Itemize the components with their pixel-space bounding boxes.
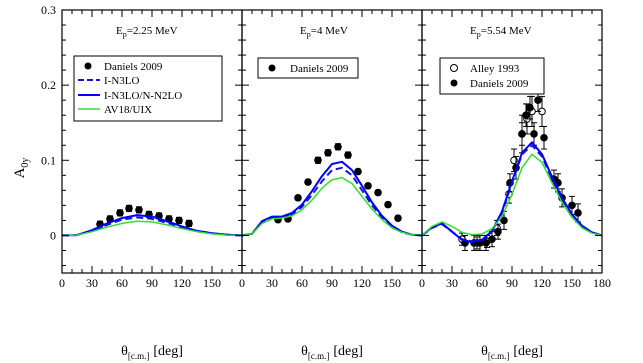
x-tick-label: 30 [266, 276, 278, 290]
data-point-daniels-2009 [344, 151, 352, 159]
data-point-daniels-2009 [530, 130, 538, 138]
y-tick-label: 0.1 [41, 153, 56, 167]
y-tick-label: 0.2 [41, 78, 56, 92]
x-tick-label: 0 [59, 276, 65, 290]
data-point-daniels-2009 [494, 227, 502, 236]
legend-marker-daniels [268, 64, 276, 72]
data-point-daniels-2009 [334, 142, 342, 151]
panel-title: Ep=2.25 MeV [116, 25, 178, 39]
x-tick-label: 150 [203, 276, 221, 290]
x-tick-label: 30 [86, 276, 98, 290]
legend-label-alley: Alley 1993 [470, 63, 520, 75]
x-axis-label-3: θ[c.m.] [deg] [481, 344, 543, 361]
data-point-daniels-2009 [364, 182, 372, 190]
data-point-daniels-2009 [500, 216, 508, 225]
panel-title: Ep=5.54 MeV [470, 25, 532, 39]
x-tick-label: 90 [146, 276, 158, 290]
data-point-daniels-2009 [185, 219, 193, 228]
legend-label-i-n3lo-n-n2lo: I-N3LO/N-N2LO [104, 90, 182, 102]
series-line-i-n3lo [242, 166, 422, 237]
series-line-av18-uix [62, 220, 242, 237]
series-line-av18-uix [242, 176, 422, 237]
series-line-i-n3lo-n-n2lo [242, 160, 422, 237]
legend: Alley 1993 Daniels 2009 [439, 57, 545, 95]
data-point-daniels-2009 [175, 216, 183, 225]
legend-marker-daniels [84, 62, 92, 70]
x-tick-label: 180 [593, 276, 611, 290]
y-axis-label: A0y [12, 158, 31, 179]
data-point-daniels-2009 [540, 133, 548, 142]
data-point-daniels-2009 [574, 209, 582, 217]
x-tick-label: 60 [296, 276, 308, 290]
data-point-daniels-2009 [518, 130, 526, 138]
data-point-daniels-2009 [116, 209, 124, 217]
legend-box [439, 57, 545, 95]
y-tick-label: 0 [50, 228, 56, 242]
x-tick-label: 60 [116, 276, 128, 290]
data-point-daniels-2009 [135, 206, 143, 214]
x-axis-label-1: θ[c.m.] [deg] [121, 344, 183, 361]
legend: Daniels 2009 I-N3LO I-N3LO/N-N2LO AV18/U… [73, 55, 223, 122]
data-point-daniels-2009 [374, 188, 382, 197]
y-axis-label-sub: 0y [20, 158, 31, 168]
x-tick-label: 0 [239, 276, 245, 290]
x-tick-label: 120 [533, 276, 551, 290]
data-point-daniels-2009 [324, 148, 332, 157]
x-tick-label: 60 [476, 276, 488, 290]
data-point-daniels-2009 [384, 200, 392, 209]
panel-frame [421, 9, 603, 274]
legend-box [257, 57, 359, 79]
panel-ep-2-25: 0 30 60 90 120 150 0 0.1 0.2 0.3 Ep=2.25 MeV Dani… [41, 3, 243, 290]
panel-title: Ep=4 MeV [300, 25, 348, 39]
legend-label-daniels: Daniels 2009 [470, 78, 529, 90]
legend-label-daniels: Daniels 2009 [104, 61, 163, 73]
legend-label-av18-uix: AV18/UIX [104, 104, 152, 116]
legend-marker-daniels [450, 79, 458, 87]
x-tick-label: 90 [506, 276, 518, 290]
x-tick-label: 0 [419, 276, 425, 290]
data-point-daniels-2009 [522, 111, 530, 119]
panel-frame [241, 9, 423, 274]
data-point-daniels-2009 [125, 204, 133, 213]
data-point-daniels-2009 [488, 235, 496, 243]
x-axis-label-2: θ[c.m.] [deg] [301, 344, 363, 361]
data-point-daniels-2009 [482, 239, 490, 247]
data-point-daniels-2009 [354, 167, 362, 176]
data-point-daniels-2009 [526, 103, 534, 112]
data-point-daniels-2009 [314, 156, 322, 165]
legend: Daniels 2009 [257, 57, 359, 79]
x-tick-label: 150 [563, 276, 581, 290]
legend-box [73, 55, 223, 122]
x-tick-label: 150 [383, 276, 401, 290]
data-point-daniels-2009 [304, 178, 312, 186]
legend-label-daniels: Daniels 2009 [290, 63, 349, 75]
x-tick-label: 120 [353, 276, 371, 290]
legend-label-i-n3lo: I-N3LO [104, 75, 139, 87]
x-tick-label: 30 [446, 276, 458, 290]
data-point-daniels-2009 [294, 194, 302, 202]
data-point-daniels-2009 [394, 214, 402, 222]
x-tick-label: 90 [326, 276, 338, 290]
panel-ep-4: 0 30 60 90 120 150 Ep=4 MeV Daniels 2009 [239, 9, 423, 290]
data-point-daniels-2009 [534, 96, 542, 104]
data-point-daniels-2009 [568, 201, 576, 210]
legend-marker-alley [450, 64, 458, 72]
series-line-av18-uix [422, 153, 602, 237]
series-line-i-n3lo-n-n2lo [422, 141, 602, 244]
x-tick-label: 120 [173, 276, 191, 290]
panel-ep-5-54: 0 30 60 90 120 150 180 Ep=5.54 MeV Alley 1993 … [419, 9, 611, 290]
y-tick-label: 0.3 [41, 3, 56, 17]
